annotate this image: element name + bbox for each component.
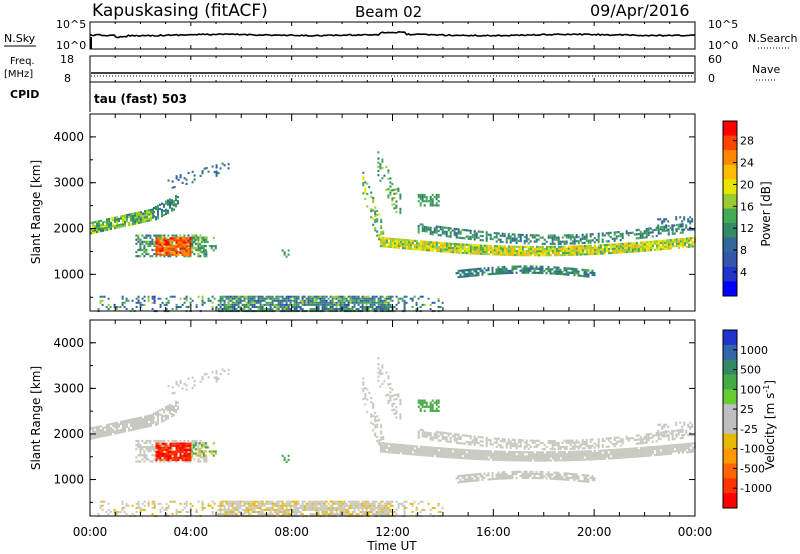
velocity-colorbar-label: Velocity [m s-1] bbox=[762, 380, 777, 470]
velocity-colorbar-label-main: Velocity [m s bbox=[763, 393, 777, 470]
vel-cbar-tick-label: -1000 bbox=[740, 482, 772, 495]
beam-title: Beam 02 bbox=[355, 3, 422, 21]
freq-unit-label: [MHz] bbox=[4, 69, 33, 80]
velocity-heatmap bbox=[90, 357, 696, 518]
station-title: Kapuskasing (fitACF) bbox=[92, 1, 268, 21]
x-axis-label: Time UT bbox=[366, 539, 417, 553]
vel-cbar-swatch bbox=[723, 330, 737, 346]
nave-tick-top: 60 bbox=[708, 53, 722, 66]
power-cbar-swatch bbox=[723, 237, 737, 253]
power-axes: 1000 2000 3000 4000 bbox=[53, 113, 695, 298]
power-cbar-swatch bbox=[723, 193, 737, 209]
power-heatmap bbox=[90, 151, 696, 313]
freq-label: Freq. bbox=[10, 56, 35, 67]
nsky-label: N.Sky bbox=[4, 32, 36, 45]
nave-label: Nave bbox=[752, 63, 780, 76]
nsearch-tick-bottom: 10^0 bbox=[708, 39, 738, 52]
vel-cbar-swatch bbox=[723, 493, 737, 509]
x-tick-label: 04:00 bbox=[174, 525, 209, 539]
power-cbar-tick-label: 24 bbox=[740, 157, 754, 170]
power-cbar-tick-label: 20 bbox=[740, 178, 754, 191]
velocity-colorbar-label-sup: -1 bbox=[762, 385, 771, 393]
power-colorbar: 28 24 20 16 12 8 4 bbox=[722, 120, 754, 297]
vel-cbar-frame bbox=[722, 329, 738, 509]
power-cbar-swatch bbox=[723, 223, 737, 239]
power-ytick-label: 2000 bbox=[53, 222, 84, 236]
freq-tick-top: 18 bbox=[60, 53, 74, 66]
velocity-ytick-label: 4000 bbox=[53, 336, 84, 350]
power-cbar-swatch bbox=[723, 135, 737, 151]
power-ytick-label: 4000 bbox=[53, 130, 84, 144]
power-cbar-swatch bbox=[723, 179, 737, 195]
vel-cbar-swatch bbox=[723, 389, 737, 405]
nave-tick-bottom: 0 bbox=[708, 72, 715, 85]
nsky-tick-bottom: 10^0 bbox=[56, 39, 86, 52]
power-cbar-swatch bbox=[723, 281, 737, 297]
power-cbar-swatch bbox=[723, 208, 737, 224]
velocity-ytick-label: 1000 bbox=[53, 473, 84, 487]
x-tick-label: 00:00 bbox=[73, 525, 108, 539]
vel-cbar-swatch bbox=[723, 478, 737, 494]
vel-cbar-tick-label: -500 bbox=[740, 462, 765, 475]
power-ytick-label: 3000 bbox=[53, 176, 84, 190]
nsky-series-line bbox=[89, 30, 696, 39]
velocity-ylabel: Slant Range [km] bbox=[29, 366, 43, 470]
vel-cbar-tick-label: -100 bbox=[740, 443, 765, 456]
power-cbar-swatch bbox=[723, 266, 737, 282]
vel-cbar-swatch bbox=[723, 359, 737, 375]
nsearch-tick-top: 10^5 bbox=[708, 18, 738, 31]
vel-cbar-tick-label: 1000 bbox=[740, 344, 768, 357]
power-cbar-swatch bbox=[723, 252, 737, 268]
power-cbar-swatch bbox=[723, 164, 737, 180]
x-tick-label: 16:00 bbox=[476, 525, 511, 539]
cpid-label: CPID bbox=[10, 88, 39, 101]
vel-cbar-swatch bbox=[723, 433, 737, 450]
power-ytick-label: 1000 bbox=[53, 267, 84, 281]
power-cbar-tick-label: 4 bbox=[740, 266, 747, 279]
velocity-colorbar: 1000 500 100 25 -25 -100 -500 -1000 bbox=[722, 329, 772, 509]
power-ylabel: Slant Range [km] bbox=[29, 160, 43, 264]
vel-cbar-swatch bbox=[723, 448, 737, 464]
cpid-value: tau (fast) 503 bbox=[94, 92, 187, 106]
velocity-axes: 1000 2000 3000 4000 bbox=[53, 319, 695, 503]
velocity-ytick-label: 3000 bbox=[53, 381, 84, 395]
power-panel-frame bbox=[89, 113, 696, 312]
vel-cbar-swatch bbox=[723, 463, 737, 479]
velocity-panel-frame bbox=[89, 319, 696, 517]
vel-cbar-tick-label: -25 bbox=[740, 423, 758, 436]
power-colorbar-label: Power [dB] bbox=[759, 181, 773, 246]
vel-cbar-swatch bbox=[723, 344, 737, 361]
power-cbar-swatch bbox=[723, 121, 737, 137]
velocity-colorbar-label-end: ] bbox=[763, 380, 777, 385]
power-cbar-tick-label: 12 bbox=[740, 222, 754, 235]
x-axis: 00:00 04:00 08:00 12:00 16:00 20:00 00:00 bbox=[73, 22, 713, 539]
x-tick-label: 00:00 bbox=[678, 525, 713, 539]
freq-tick-bottom: 8 bbox=[64, 72, 71, 85]
power-cbar-tick-label: 28 bbox=[740, 135, 754, 148]
vel-cbar-swatch bbox=[723, 374, 737, 390]
vel-cbar-swatch bbox=[723, 404, 737, 420]
power-cbar-tick-label: 16 bbox=[740, 200, 754, 213]
power-cbar-frame bbox=[722, 120, 738, 297]
nsky-tick-top: 10^5 bbox=[56, 18, 86, 31]
date-title: 09/Apr/2016 bbox=[590, 1, 690, 20]
velocity-ytick-label: 2000 bbox=[53, 427, 84, 441]
x-tick-label: 08:00 bbox=[274, 525, 309, 539]
vel-cbar-tick-label: 25 bbox=[740, 403, 754, 416]
vel-cbar-swatch bbox=[723, 419, 737, 435]
x-tick-label: 20:00 bbox=[577, 525, 612, 539]
vel-cbar-tick-label: 500 bbox=[740, 364, 761, 377]
vel-cbar-tick-label: 100 bbox=[740, 383, 761, 396]
nsearch-label: N.Search bbox=[748, 32, 798, 45]
power-cbar-tick-label: 8 bbox=[740, 244, 747, 257]
x-tick-label: 12:00 bbox=[375, 525, 410, 539]
power-cbar-swatch bbox=[723, 150, 737, 166]
